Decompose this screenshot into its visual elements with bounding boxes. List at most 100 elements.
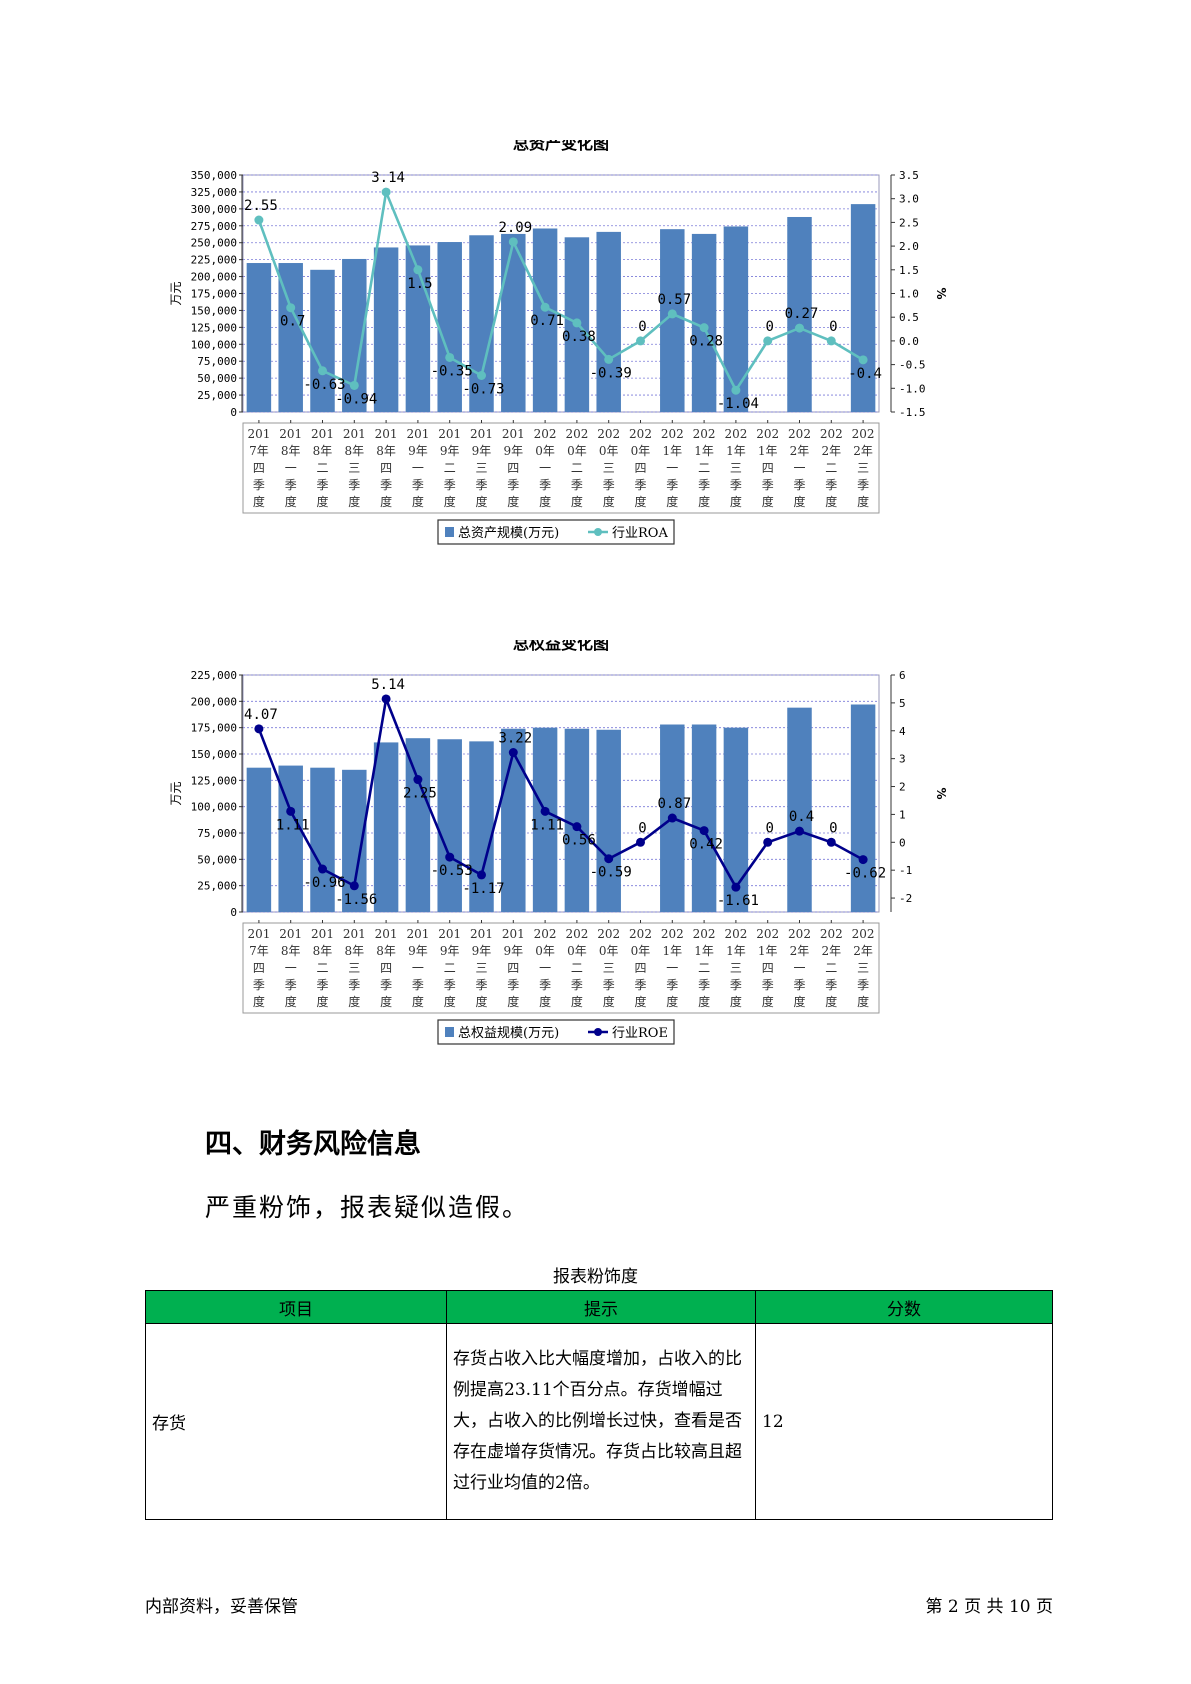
equity-y2-tick-label: 2: [899, 781, 906, 794]
equity-data-label: 0: [638, 820, 646, 836]
assets-x-tick-label-part: 202: [629, 427, 652, 441]
assets-bar: [501, 233, 526, 412]
equity-x-tick-label-part: 度: [444, 994, 456, 1009]
equity-y2-tick-label: 5: [899, 697, 906, 710]
assets-y2-tick-label: -1.0: [899, 382, 926, 395]
assets-y-tick-label: 175,000: [191, 288, 237, 301]
equity-y2-tick-label: 3: [899, 753, 906, 766]
assets-x-tick-label-part: 202: [852, 427, 875, 441]
equity-x-tick-label-part: 度: [348, 994, 360, 1009]
assets-y2-tick-label: 1.5: [899, 264, 919, 277]
equity-bar: [723, 727, 749, 912]
assets-x-tick-label-part: 202: [756, 427, 779, 441]
assets-x-tick-label-part: 季: [507, 478, 519, 492]
assets-data-label: -0.35: [431, 363, 473, 379]
equity-x-tick-label-part: 季: [698, 978, 710, 992]
assets-y-tick-label: 325,000: [191, 186, 237, 199]
assets-x-tick-label-part: 度: [571, 494, 583, 509]
assets-x-tick-label-part: 度: [316, 494, 328, 509]
equity-x-tick-label-part: 8年: [281, 944, 301, 958]
equity-legend-line-label: 行业ROE: [612, 1026, 668, 1041]
equity-category-axis-box: [242, 922, 880, 1014]
equity-x-tick-label-part: 季: [507, 978, 519, 992]
equity-x-tick-label-part: 9年: [440, 944, 460, 958]
equity-series-line: [257, 694, 864, 890]
assets-y-tick-label: 0: [230, 406, 237, 419]
assets-x-tick-label-part: 0年: [567, 444, 587, 458]
assets-bar: [723, 226, 749, 412]
equity-x-tick-label-part: 季: [444, 978, 456, 992]
assets-x-tick-label-part: 度: [698, 494, 710, 509]
assets-data-label: -0.39: [590, 365, 632, 381]
assets-x-tick-label-part: 度: [475, 494, 487, 509]
assets-x-tick-label-part: 季: [539, 478, 551, 492]
assets-x-tick-label-part: 三: [857, 461, 869, 475]
assets-y2-tick-label: 3.0: [899, 193, 919, 206]
table-header-row: 项目 提示 分数: [145, 1290, 1053, 1324]
assets-bar: [437, 242, 462, 412]
equity-x-tick-label-part: 度: [634, 994, 646, 1009]
equity-x-tick-label-part: 季: [475, 978, 487, 992]
assets-y-tick-label: 350,000: [191, 169, 237, 182]
equity-data-label: -1.61: [717, 893, 759, 909]
equity-x-tick-label-part: 季: [539, 978, 551, 992]
assets-y2-tick-label: 0.0: [899, 335, 919, 348]
equity-x-tick-label-part: 202: [661, 927, 684, 941]
equity-line-point: [508, 748, 518, 758]
header-tip: 提示: [446, 1290, 756, 1324]
equity-x-tick-label-part: 201: [311, 927, 334, 941]
equity-x-tick-label-part: 0年: [631, 944, 651, 958]
assets-y-tick-label: 150,000: [191, 304, 237, 317]
equity-x-tick-label-part: 度: [571, 994, 583, 1009]
equity-data-label: 0.4: [789, 809, 814, 825]
equity-bar: [405, 738, 431, 912]
equity-x-tick-label-part: 度: [857, 994, 869, 1009]
assets-x-tick-label-part: 二: [444, 461, 456, 475]
equity-x-tick-label-part: 度: [253, 994, 265, 1009]
equity-x-tick-label-part: 202: [629, 927, 652, 941]
assets-y-tick-label: 50,000: [197, 372, 237, 385]
assets-x-tick-label-part: 度: [666, 494, 678, 509]
assets-x-tick-label-part: 季: [316, 478, 328, 492]
equity-x-tick-label-part: 1年: [758, 944, 778, 958]
equity-x-tick-label-part: 季: [412, 978, 424, 992]
total-assets-chart: 总资产变化图 0 25,000 50,000 75,000 100,000 125,000 1…: [170, 140, 1000, 580]
assets-x-tick-label-part: 季: [603, 478, 615, 492]
assets-x-tick-label-part: 季: [285, 478, 297, 492]
equity-x-tick-label-part: 三: [857, 961, 869, 975]
assets-x-tick-label-part: 四: [762, 461, 774, 475]
equity-x-tick-label-part: 度: [316, 994, 328, 1009]
equity-y2-axis-label: %: [934, 787, 948, 799]
equity-line-point: [445, 852, 455, 862]
assets-x-tick-label-part: 202: [661, 427, 684, 441]
equity-x-tick-label-part: 度: [475, 994, 487, 1009]
equity-x-tick-label-part: 9年: [472, 944, 492, 958]
assets-x-tick-label-part: 二: [571, 461, 583, 475]
assets-bar: [373, 247, 399, 412]
assets-x-tick-label-part: 8年: [281, 444, 301, 458]
equity-line-point: [731, 882, 741, 892]
equity-x-tick-label-part: 0年: [599, 944, 619, 958]
equity-line-point: [699, 826, 709, 836]
assets-x-tick-label-part: 度: [507, 494, 519, 509]
assets-y2-tick-label: 2.0: [899, 240, 919, 253]
equity-x-tick-label-part: 三: [603, 961, 615, 975]
equity-data-label: 0.56: [562, 833, 596, 849]
equity-x-tick-label-part: 一: [793, 961, 805, 975]
assets-line-point: [826, 336, 836, 346]
equity-x-tick-label-part: 度: [666, 994, 678, 1009]
assets-x-tick-label-part: 季: [825, 478, 837, 492]
assets-x-tick-label-part: 度: [730, 494, 742, 509]
